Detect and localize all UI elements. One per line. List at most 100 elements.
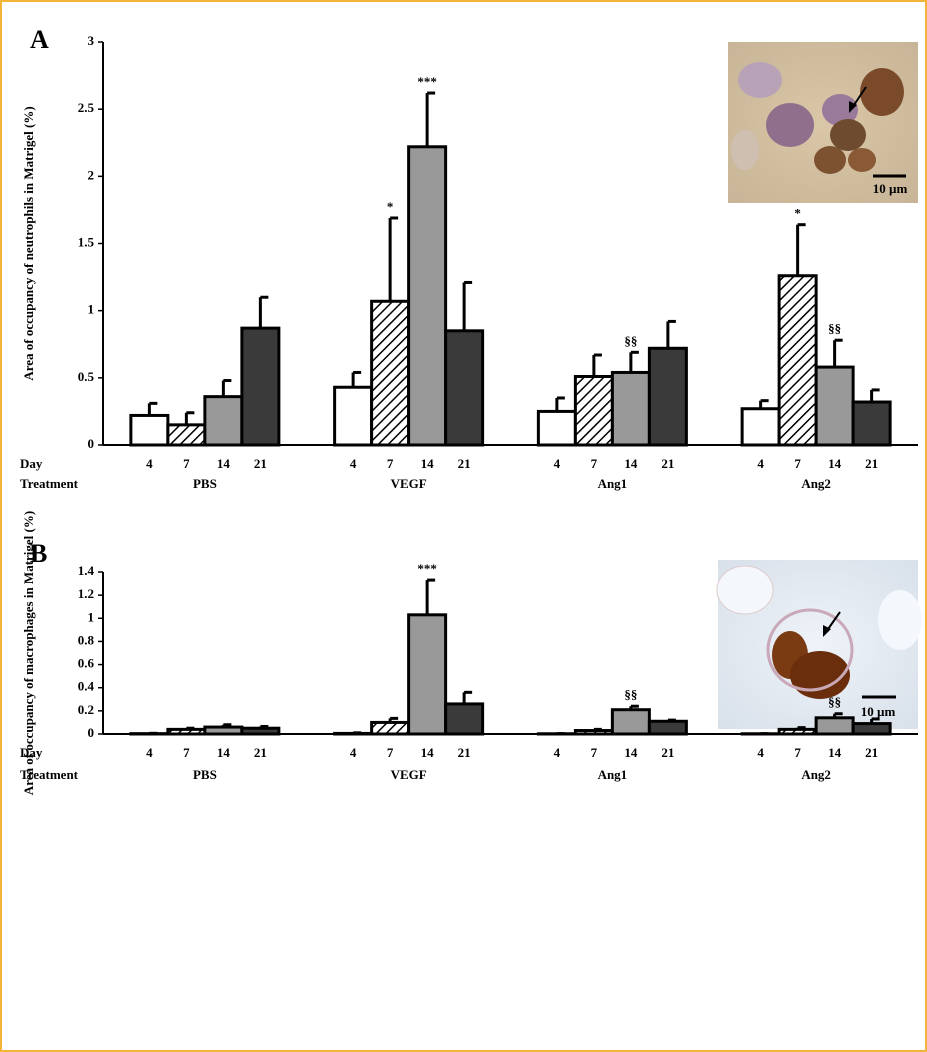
y-tick-label: 0.4	[78, 679, 95, 694]
day-tick-label: 4	[350, 456, 357, 471]
day-tick-label: 21	[661, 456, 674, 471]
day-tick-label: 4	[757, 456, 764, 471]
bar	[242, 328, 279, 445]
inset-scale: 10 µm	[873, 181, 908, 196]
bar	[779, 729, 816, 734]
page: {"chart_data": [ {"type": "bar", "panel_…	[0, 0, 927, 1052]
bar	[335, 387, 372, 445]
significance-mark: *	[387, 199, 394, 214]
significance-mark: ***	[417, 74, 437, 89]
day-tick-label: 21	[458, 456, 471, 471]
y-tick-label: 0	[88, 436, 95, 451]
bar	[409, 615, 446, 734]
day-label: Day	[20, 456, 43, 471]
day-tick-label: 21	[254, 456, 267, 471]
bar	[131, 415, 168, 445]
bar	[612, 372, 649, 445]
bar	[372, 722, 409, 734]
bar	[168, 425, 205, 445]
y-tick-label: 2.5	[78, 100, 95, 115]
day-tick-label: 21	[661, 745, 674, 760]
y-tick-label: 3	[88, 33, 95, 48]
bar	[612, 710, 649, 734]
y-tick-label: 2	[88, 167, 95, 182]
bar	[649, 348, 686, 445]
significance-mark: *	[794, 206, 801, 221]
significance-mark: §§	[828, 695, 841, 710]
day-tick-label: 21	[865, 745, 878, 760]
y-tick-label: 1	[88, 609, 95, 624]
day-tick-label: 4	[146, 745, 153, 760]
bar	[372, 301, 409, 445]
day-tick-label: 21	[254, 745, 267, 760]
bar	[538, 411, 575, 445]
y-tick-label: 0.5	[78, 369, 95, 384]
bar	[446, 704, 483, 734]
day-tick-label: 21	[458, 745, 471, 760]
day-tick-label: 14	[217, 456, 231, 471]
y-tick-label: 1	[88, 302, 95, 317]
y-tick-label: 0.6	[78, 656, 95, 671]
bar	[168, 729, 205, 734]
day-tick-label: 7	[591, 456, 598, 471]
day-tick-label: 4	[146, 456, 153, 471]
y-axis-label: Area of occupancy of neutrophils in Matr…	[21, 106, 36, 380]
day-tick-label: 14	[421, 456, 435, 471]
treatment-name: Ang1	[598, 476, 628, 491]
bar	[853, 402, 890, 445]
treatment-name: Ang2	[801, 476, 831, 491]
bar	[205, 727, 242, 734]
bar	[816, 367, 853, 445]
day-tick-label: 21	[865, 456, 878, 471]
inset-scale: 10 µm	[861, 704, 896, 719]
day-tick-label: 4	[554, 745, 561, 760]
day-tick-label: 14	[421, 745, 435, 760]
y-tick-label: 1.5	[78, 234, 95, 249]
y-tick-label: 0.8	[78, 632, 95, 647]
day-tick-label: 7	[794, 456, 801, 471]
day-tick-label: 4	[350, 745, 357, 760]
day-tick-label: 7	[183, 745, 190, 760]
treatment-name: Ang1	[598, 767, 628, 782]
bar	[575, 376, 612, 445]
treatment-name: VEGF	[391, 767, 427, 782]
significance-mark: §§	[828, 321, 841, 336]
bar	[205, 397, 242, 445]
day-tick-label: 7	[387, 456, 394, 471]
day-tick-label: 14	[624, 456, 638, 471]
bar	[335, 733, 372, 734]
treatment-name: VEGF	[391, 476, 427, 491]
day-tick-label: 14	[217, 745, 231, 760]
y-tick-label: 0.2	[78, 702, 94, 717]
significance-mark: ***	[417, 561, 437, 576]
bar	[649, 721, 686, 734]
y-tick-label: 1.4	[78, 563, 95, 578]
bar	[742, 409, 779, 445]
bar	[575, 731, 612, 734]
day-label: Day	[20, 745, 43, 760]
bar	[446, 331, 483, 445]
bar	[816, 718, 853, 734]
inset-a: 10 µm	[728, 42, 918, 203]
bar	[409, 147, 446, 445]
day-tick-label: 14	[828, 456, 842, 471]
bar	[779, 276, 816, 445]
treatment-name: Ang2	[801, 767, 831, 782]
day-tick-label: 14	[828, 745, 842, 760]
treatment-label: Treatment	[20, 476, 79, 491]
treatment-name: PBS	[193, 476, 217, 491]
day-tick-label: 7	[387, 745, 394, 760]
day-tick-label: 7	[591, 745, 598, 760]
figure: 10 µm 10 µm AArea of occupancy of neutro…	[0, 0, 927, 1052]
significance-mark: §§	[624, 333, 637, 348]
y-tick-label: 1.2	[78, 586, 94, 601]
day-tick-label: 4	[554, 456, 561, 471]
bar	[242, 728, 279, 734]
day-tick-label: 7	[183, 456, 190, 471]
bar	[853, 724, 890, 734]
day-tick-label: 7	[794, 745, 801, 760]
inset-b: 10 µm	[717, 560, 922, 729]
treatment-name: PBS	[193, 767, 217, 782]
day-tick-label: 14	[624, 745, 638, 760]
day-tick-label: 4	[757, 745, 764, 760]
